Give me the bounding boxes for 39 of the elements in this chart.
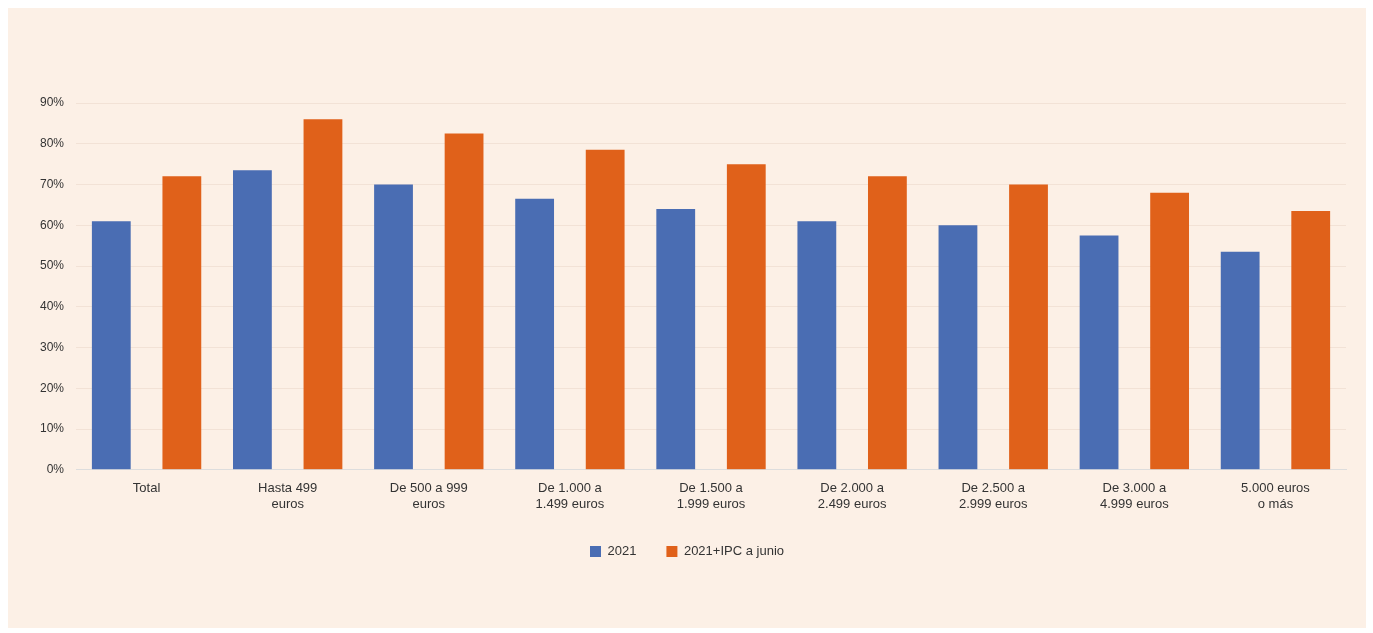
bar xyxy=(726,164,766,470)
bar xyxy=(444,133,484,470)
legend-label: 2021 xyxy=(607,543,637,559)
bar xyxy=(1009,184,1048,470)
bar xyxy=(938,225,978,470)
y-tick-label: 70% xyxy=(39,176,65,191)
y-tick-label: 90% xyxy=(39,95,65,110)
x-tick-label: De 1.000 a 1.499 euros xyxy=(535,480,605,511)
y-tick-label: 40% xyxy=(39,299,65,314)
bar xyxy=(515,198,555,470)
bar xyxy=(1291,211,1331,470)
bar xyxy=(656,208,696,470)
bar xyxy=(867,176,907,470)
bar xyxy=(585,149,625,470)
bar xyxy=(1150,192,1190,470)
y-tick-label: 10% xyxy=(39,421,65,436)
y-tick-label: 60% xyxy=(39,217,65,232)
bar xyxy=(374,184,413,470)
bar xyxy=(1220,251,1260,470)
x-tick-label: De 3.000 a 4.999 euros xyxy=(1100,480,1170,511)
bar xyxy=(303,119,343,470)
y-tick-label: 30% xyxy=(39,339,65,354)
y-tick-label: 80% xyxy=(39,136,65,151)
bar xyxy=(91,221,131,470)
bar xyxy=(162,176,202,470)
bar xyxy=(233,170,272,470)
x-tick-label: De 500 a 999 euros xyxy=(389,480,468,511)
y-tick-label: 50% xyxy=(39,258,65,273)
x-tick-label: De 2.500 a 2.999 euros xyxy=(958,480,1029,511)
x-tick-label: 5.000 euros o más xyxy=(1241,480,1311,511)
bar xyxy=(1079,235,1119,470)
x-tick-label: Hasta 499 euros xyxy=(258,480,318,511)
y-tick-label: 20% xyxy=(39,380,65,395)
bar xyxy=(797,221,837,470)
legend-label: 2021+IPC a junio xyxy=(683,543,785,559)
x-tick-label: De 2.000 a 2.499 euros xyxy=(817,480,887,511)
x-tick-label: De 1.500 a 1.999 euros xyxy=(676,480,746,511)
x-tick-label: Total xyxy=(132,480,161,496)
y-tick-label: 0% xyxy=(46,462,65,477)
